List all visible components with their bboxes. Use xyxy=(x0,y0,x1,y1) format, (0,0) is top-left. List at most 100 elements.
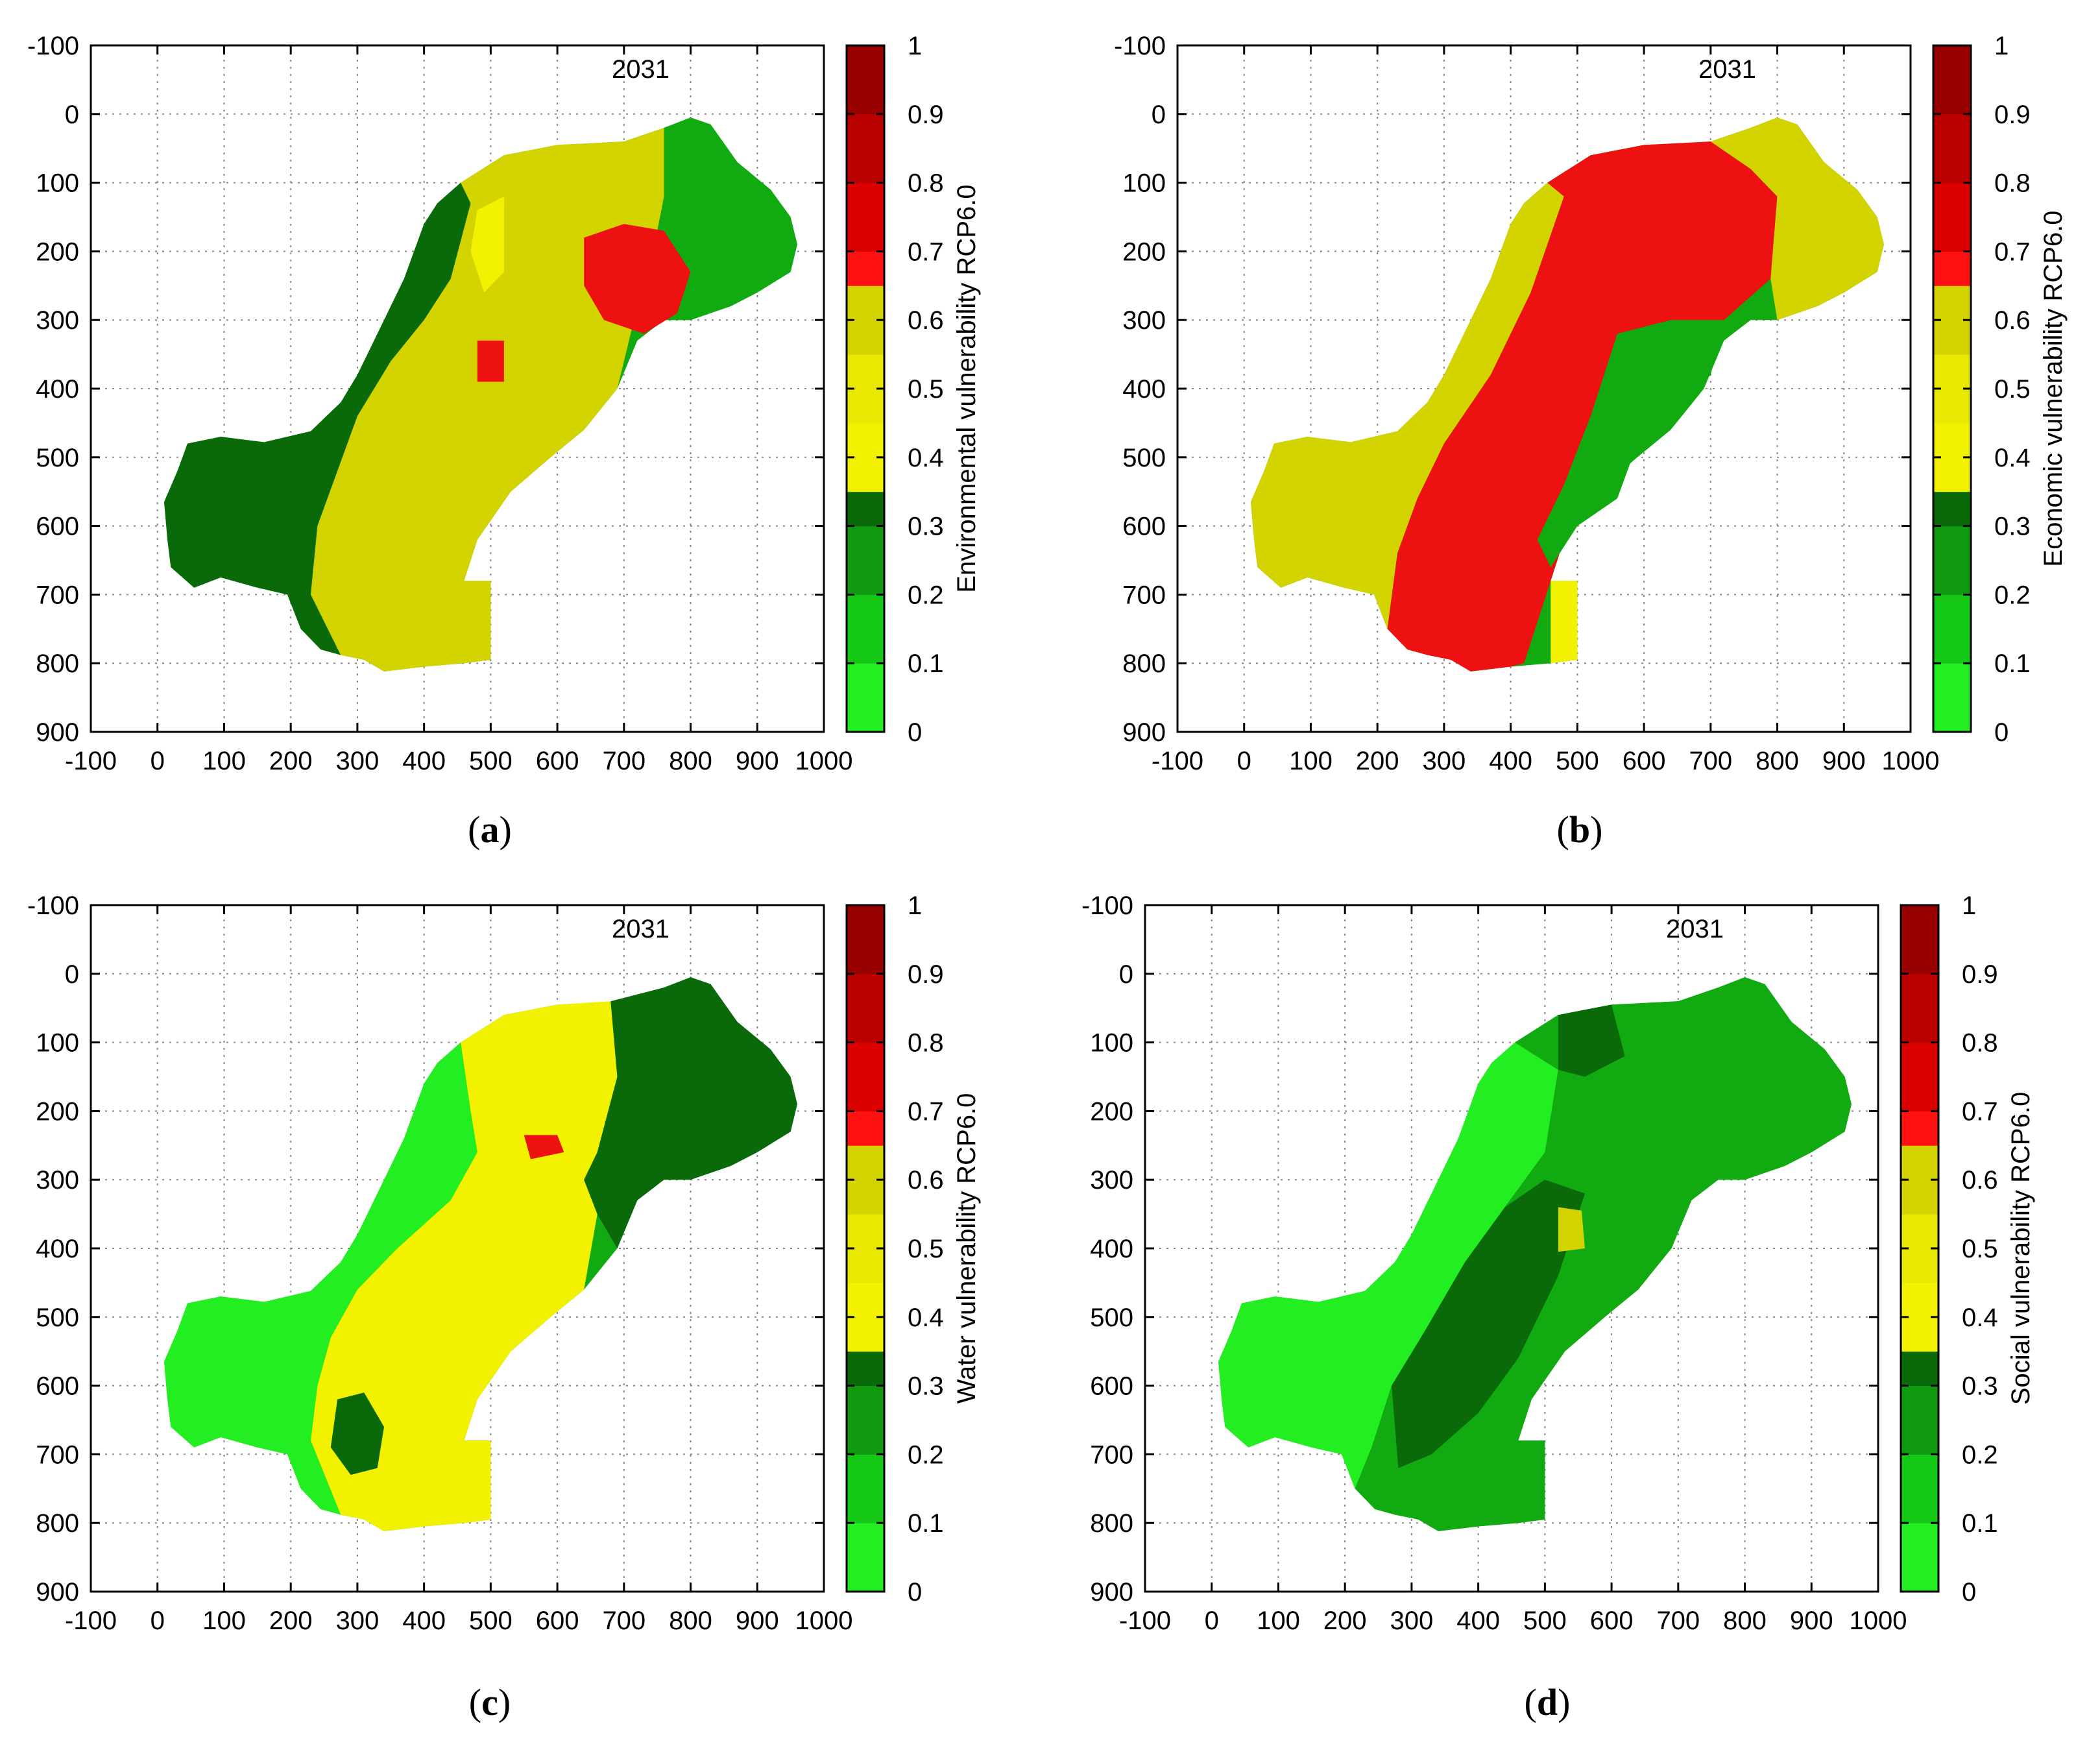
map-region-high_red xyxy=(1387,141,1778,672)
y-tick-label: 600 xyxy=(36,1372,79,1401)
x-tick-label: 900 xyxy=(736,1607,779,1635)
colorbar-segment xyxy=(1933,491,1971,527)
y-tick-label: -100 xyxy=(27,32,79,60)
x-tick-label: 700 xyxy=(602,1607,646,1635)
x-tick-label: 900 xyxy=(736,747,779,775)
colorbar-tick-label: 1 xyxy=(1962,892,1976,920)
x-tick-label: 900 xyxy=(1822,747,1866,775)
chart-panel-a: -100 0 100 200 300 400 500 600 700 800 900 1000-100… xyxy=(27,32,981,775)
x-tick-label: 200 xyxy=(1356,747,1399,775)
y-tick-label: 600 xyxy=(1090,1372,1133,1401)
x-tick-label: 0 xyxy=(1205,1607,1219,1635)
colorbar-segment xyxy=(847,1351,884,1387)
colorbar-tick-label: 0.9 xyxy=(908,960,944,989)
x-tick-label: 500 xyxy=(469,1607,513,1635)
colorbar-segment xyxy=(1901,1111,1938,1146)
map-region-low_light xyxy=(1218,1042,1558,1489)
colorbar-tick-label: 0.8 xyxy=(1962,1029,1998,1058)
map-region-low_dark xyxy=(584,977,797,1248)
y-tick-label: 800 xyxy=(36,649,79,678)
x-tick-label: 900 xyxy=(1790,1607,1833,1635)
map-region-medium_yellow xyxy=(470,196,504,293)
x-tick-label: -100 xyxy=(65,1607,117,1635)
colorbar-segment xyxy=(1933,45,1971,115)
map-region-medium_yellow xyxy=(1551,581,1578,664)
x-tick-label: 200 xyxy=(269,747,313,775)
colorbar-segment xyxy=(1901,973,1938,1043)
y-tick-label: 700 xyxy=(1090,1440,1133,1469)
x-tick-label: 300 xyxy=(1390,1607,1434,1635)
colorbar-tick-label: 0 xyxy=(1994,718,2009,747)
colorbar-label: Social vulnerability RCP6.0 xyxy=(2007,1092,2035,1405)
x-tick-label: 1000 xyxy=(795,747,853,775)
colorbar-tick-label: 0.1 xyxy=(908,1509,944,1538)
x-tick-label: 500 xyxy=(1556,747,1599,775)
x-tick-label: 1000 xyxy=(795,1607,853,1635)
colorbar-tick-label: 0.5 xyxy=(1994,375,2031,404)
map-region-low_dark xyxy=(1392,1180,1585,1468)
y-tick-label: -100 xyxy=(1081,892,1133,920)
x-tick-label: 100 xyxy=(202,747,246,775)
map-region-low_mid xyxy=(1537,320,1724,568)
y-tick-label: 400 xyxy=(1090,1235,1133,1263)
colorbar-segment xyxy=(1901,1385,1938,1455)
colorbar-tick-label: 0.9 xyxy=(1994,101,2031,129)
y-tick-label: 900 xyxy=(36,718,79,747)
x-tick-label: 1000 xyxy=(1850,1607,1907,1635)
colorbar-label: Environmental vulnerability RCP6.0 xyxy=(952,184,981,592)
y-tick-label: 0 xyxy=(1152,101,1166,129)
colorbar-segment xyxy=(847,1111,884,1146)
colorbar-label: Economic vulnerability RCP6.0 xyxy=(2039,210,2068,566)
x-tick-label: 1000 xyxy=(1882,747,1940,775)
colorbar-segment xyxy=(1901,1351,1938,1387)
x-tick-label: 800 xyxy=(669,1607,712,1635)
colorbar-segment xyxy=(1933,182,1971,252)
colorbar-segment xyxy=(1901,1042,1938,1111)
colorbar-tick-label: 0.3 xyxy=(908,513,944,541)
y-tick-label: 600 xyxy=(36,513,79,541)
colorbar-segment xyxy=(1901,1454,1938,1523)
y-tick-label: -100 xyxy=(27,892,79,920)
colorbar-segment xyxy=(1933,114,1971,184)
colorbar-tick-label: 0.6 xyxy=(1962,1166,1998,1195)
chart-panel-c: -100 0 100 200 300 400 500 600 700 800 900 1000-100… xyxy=(27,892,981,1635)
map-region-high_red xyxy=(584,224,691,334)
map-region-low_dark xyxy=(330,1392,384,1475)
x-tick-label: 700 xyxy=(1689,747,1732,775)
colorbar-tick-label: 0.2 xyxy=(908,1440,944,1469)
colorbar-tick-label: 0.5 xyxy=(908,375,944,404)
y-tick-label: 800 xyxy=(1122,649,1166,678)
colorbar-tick-label: 0.6 xyxy=(908,306,944,335)
x-tick-label: 100 xyxy=(1257,1607,1300,1635)
y-tick-label: 800 xyxy=(1090,1509,1133,1538)
colorbar-segment xyxy=(847,1042,884,1111)
y-tick-label: 100 xyxy=(36,1029,79,1058)
colorbar-tick-label: 0.4 xyxy=(908,1304,944,1332)
colorbar-segment xyxy=(847,114,884,184)
map-region-medium_yellow xyxy=(311,1001,618,1531)
x-tick-label: 300 xyxy=(336,1607,380,1635)
colorbar-segment xyxy=(847,594,884,664)
colorbar-segment xyxy=(1901,905,1938,975)
map-region-medium_olive xyxy=(1710,117,1884,321)
year-label: 2031 xyxy=(1666,915,1724,943)
map-region-low_dark xyxy=(1558,1004,1625,1077)
colorbar-tick-label: 0.6 xyxy=(908,1166,944,1195)
x-tick-label: 600 xyxy=(536,747,579,775)
y-tick-label: 0 xyxy=(65,960,79,989)
y-tick-label: 800 xyxy=(36,1509,79,1538)
colorbar-tick-label: 0.4 xyxy=(1994,444,2031,472)
colorbar-tick-label: 0.5 xyxy=(908,1235,944,1263)
x-tick-label: 200 xyxy=(1323,1607,1367,1635)
colorbar-segment xyxy=(847,1454,884,1523)
y-tick-label: 300 xyxy=(1090,1166,1133,1195)
map-region-high_red xyxy=(477,340,504,382)
x-tick-label: 0 xyxy=(1237,747,1251,775)
y-tick-label: 500 xyxy=(36,1304,79,1332)
colorbar-segment xyxy=(847,182,884,252)
y-tick-label: 500 xyxy=(1122,444,1166,472)
y-tick-label: 200 xyxy=(1090,1097,1133,1126)
x-tick-label: 0 xyxy=(151,747,165,775)
x-tick-label: 400 xyxy=(1489,747,1532,775)
x-tick-label: 100 xyxy=(202,1607,246,1635)
